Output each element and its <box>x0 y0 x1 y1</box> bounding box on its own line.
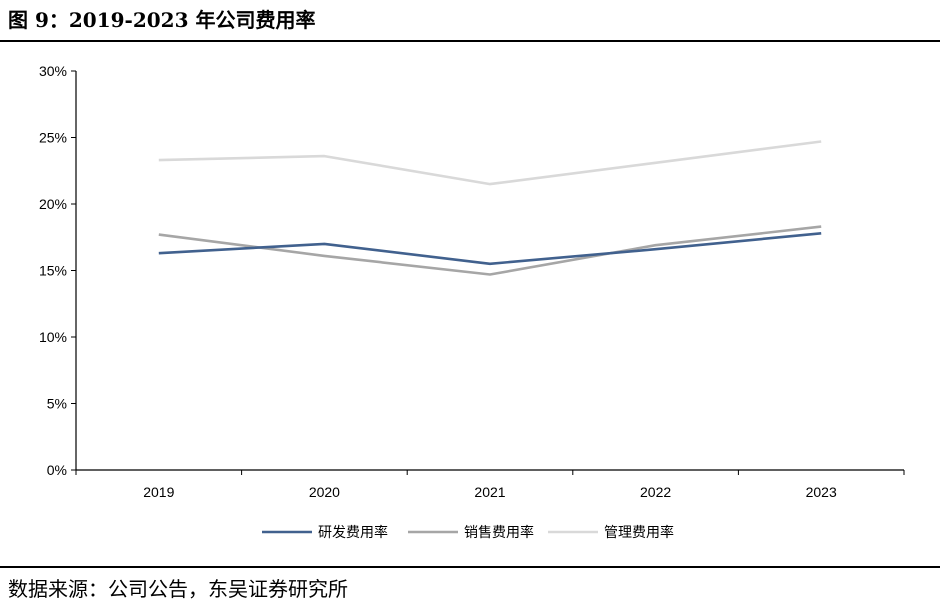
series-line <box>158 225 822 276</box>
x-tick-label: 2022 <box>640 484 671 500</box>
y-tick-label: 10% <box>39 329 67 345</box>
series-layer <box>158 140 822 276</box>
x-tick-label: 2020 <box>309 484 340 500</box>
x-tick-label: 2021 <box>474 484 505 500</box>
series-line <box>158 140 822 186</box>
series-line <box>158 232 822 266</box>
legend: 研发费用率 销售费用率 管理费用率 <box>262 524 674 541</box>
legend-label: 研发费用率 <box>318 524 388 541</box>
y-tick-label: 0% <box>47 462 67 478</box>
legend-label: 管理费用率 <box>604 524 674 541</box>
top-rule <box>0 40 940 42</box>
y-tick-label: 5% <box>47 396 67 412</box>
y-tick-label: 20% <box>39 196 67 212</box>
y-tick-label: 30% <box>39 63 67 79</box>
figure-title: 图 9：2019-2023 年公司费用率 <box>8 8 316 32</box>
x-axis: 2019 2020 2021 2022 2023 <box>75 469 905 500</box>
x-tick-label: 2019 <box>143 484 174 500</box>
source-note: 数据来源：公司公告，东吴证券研究所 <box>8 577 348 601</box>
y-axis: 0% 5% 10% 15% 20% 25% 30% <box>39 63 77 478</box>
y-tick-label: 25% <box>39 130 67 146</box>
x-tick-label: 2023 <box>806 484 837 500</box>
y-tick-label: 15% <box>39 263 67 279</box>
legend-label: 销售费用率 <box>464 524 534 541</box>
bottom-rule <box>0 566 940 568</box>
